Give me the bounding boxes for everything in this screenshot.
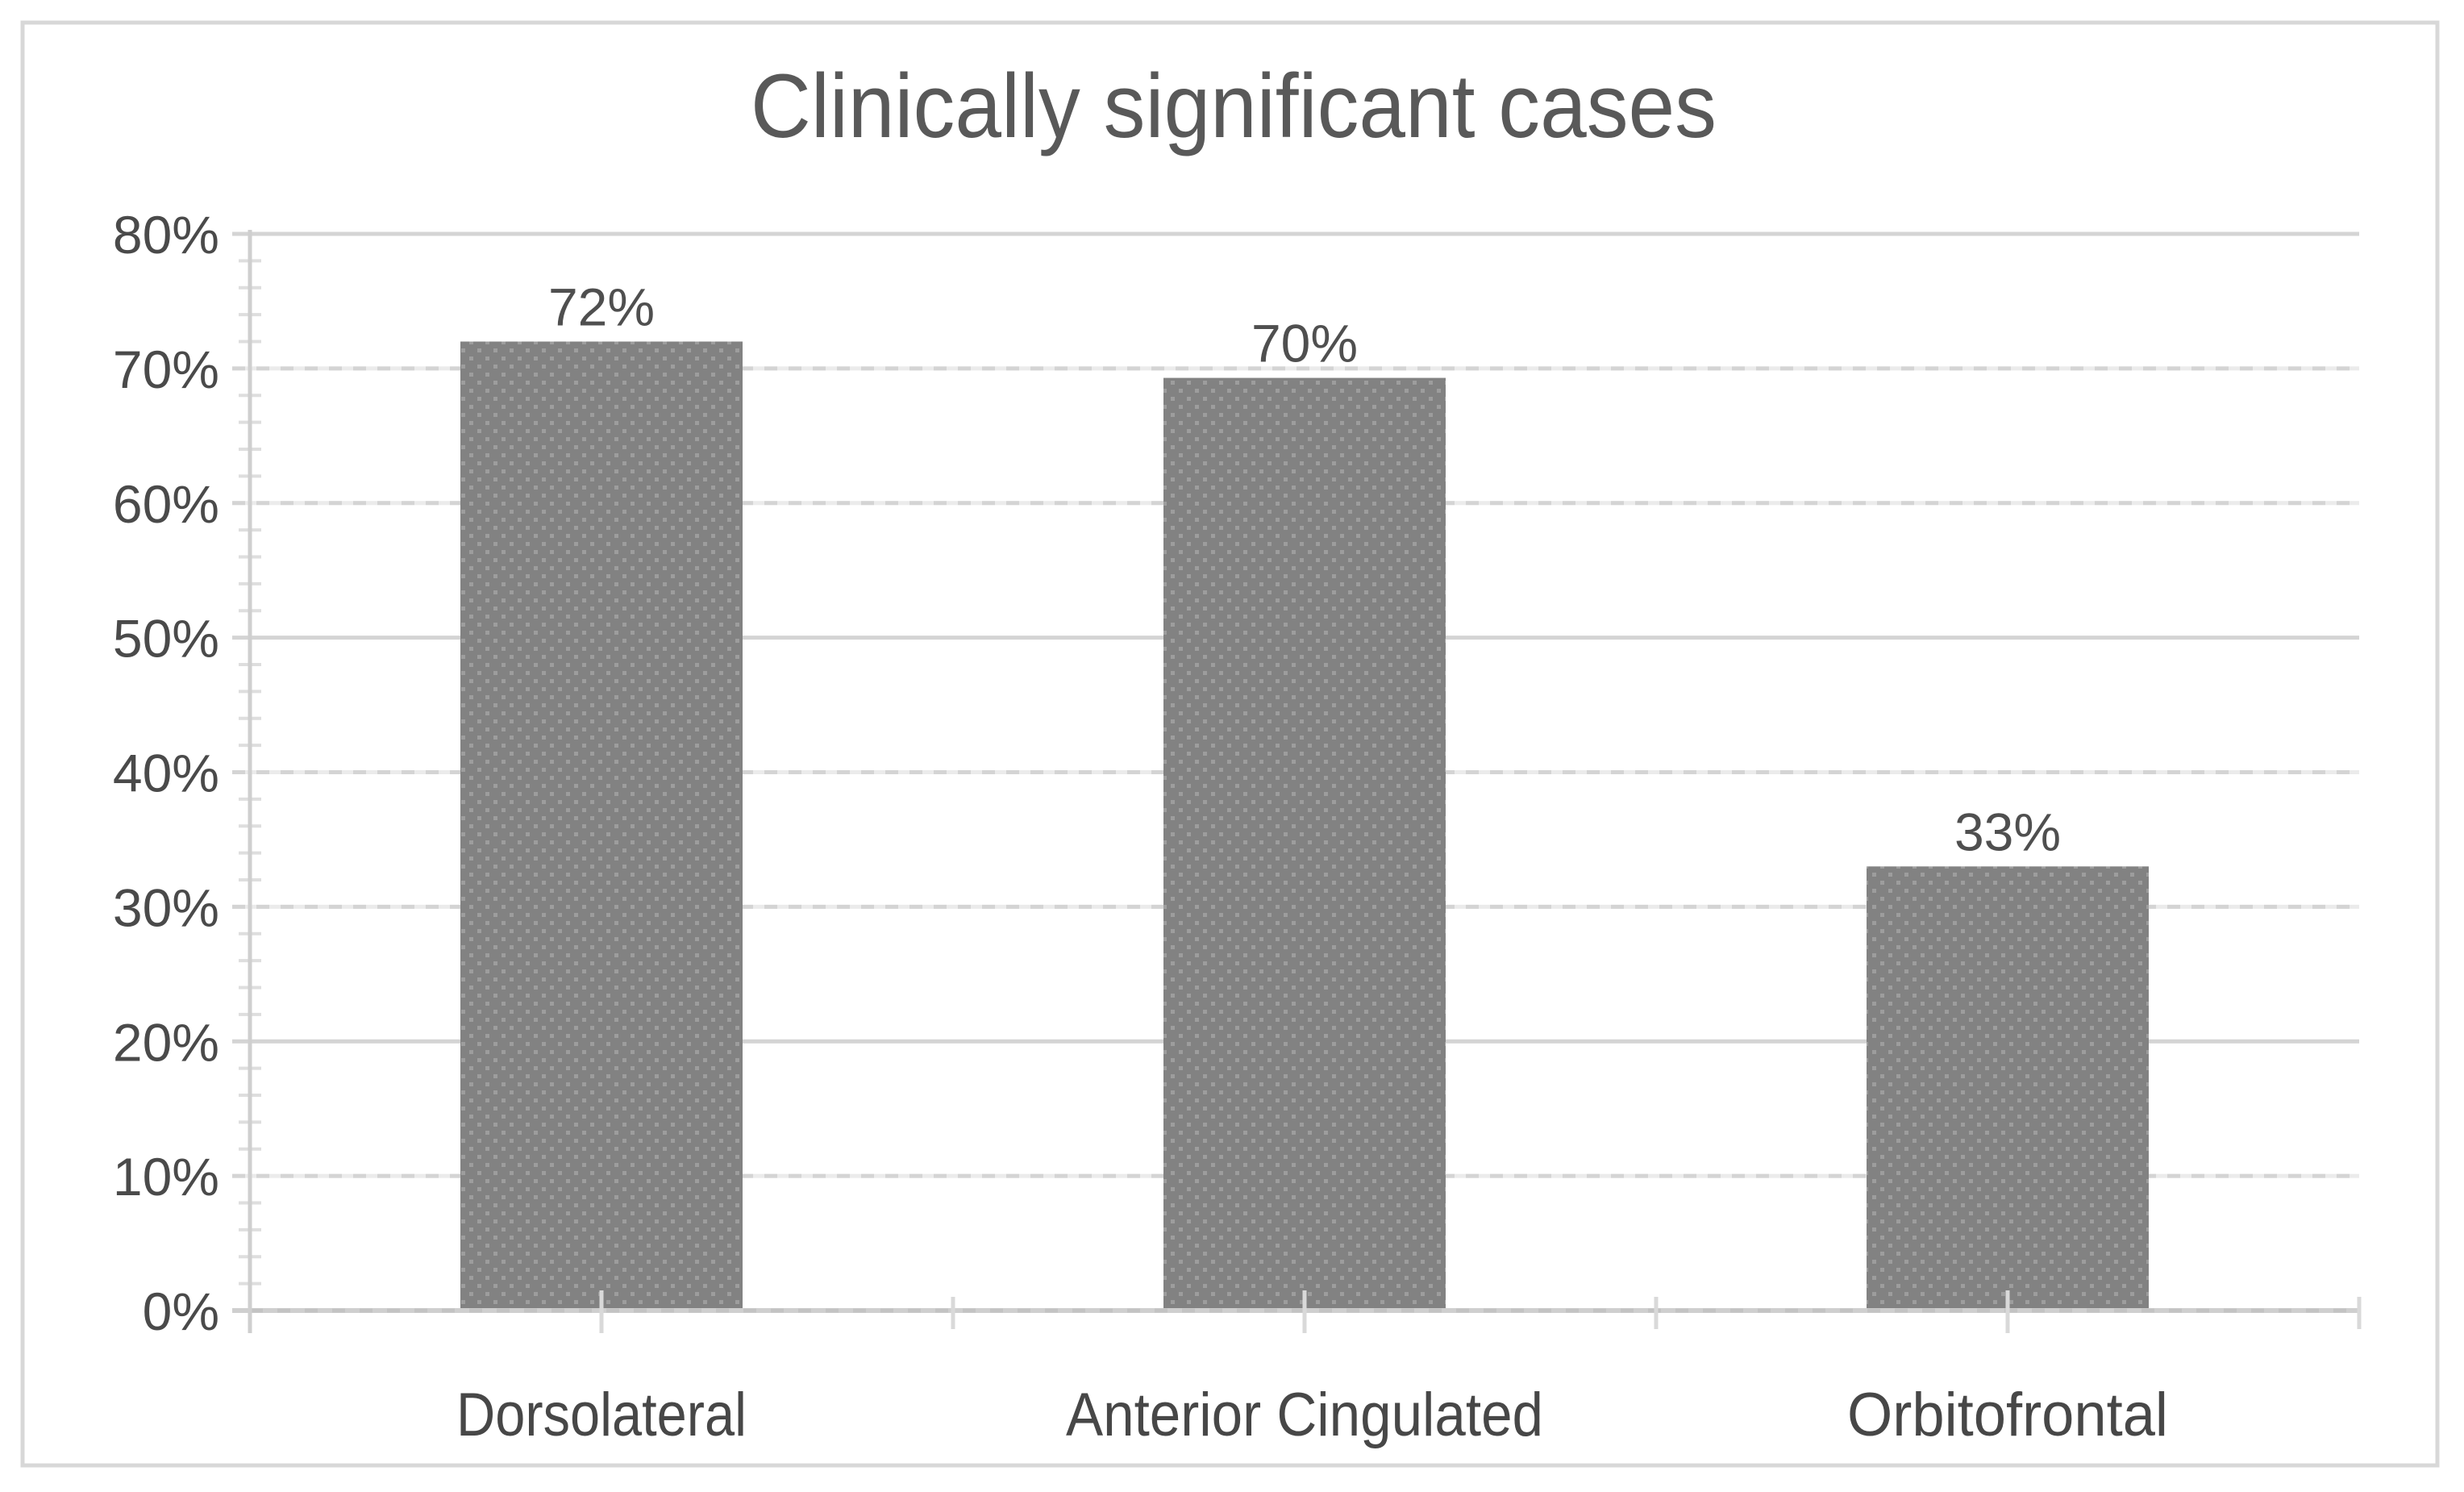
y-axis-label-10: 10% (113, 1147, 219, 1207)
bar-2 (1867, 866, 2149, 1311)
y-axis-label-60: 60% (113, 474, 219, 534)
bar-value-labels: 72% 70% 33% (548, 277, 2061, 862)
bar-value-label-0: 72% (548, 277, 655, 337)
y-axis-label-80: 80% (113, 205, 219, 265)
y-axis-label-20: 20% (113, 1012, 219, 1072)
bars (460, 341, 2149, 1311)
chart-title: Clinically significant cases (751, 56, 1717, 156)
bar-1 (1163, 377, 1446, 1311)
x-axis-ticks (599, 1290, 2362, 1333)
y-axis-label-30: 30% (113, 877, 219, 937)
figure-border (20, 20, 2440, 1468)
bar-0 (460, 341, 743, 1311)
category-labels: Dorsolateral Anterior Cingulated Orbitofro… (456, 1381, 2168, 1449)
category-label-2: Orbitofrontal (1847, 1381, 2168, 1449)
bar-value-label-2: 33% (1954, 802, 2061, 861)
y-axis-labels: 0% 10% 20% 30% 40% 50% 60% 70% 80% (113, 205, 219, 1341)
category-label-0: Dorsolateral (456, 1381, 747, 1449)
y-axis-label-40: 40% (113, 744, 219, 803)
category-label-1: Anterior Cingulated (1066, 1381, 1543, 1449)
y-axis-label-70: 70% (113, 340, 219, 399)
y-axis-label-0: 0% (143, 1282, 219, 1341)
y-axis-label-50: 50% (113, 609, 219, 669)
bar-value-label-1: 70% (1251, 314, 1358, 373)
